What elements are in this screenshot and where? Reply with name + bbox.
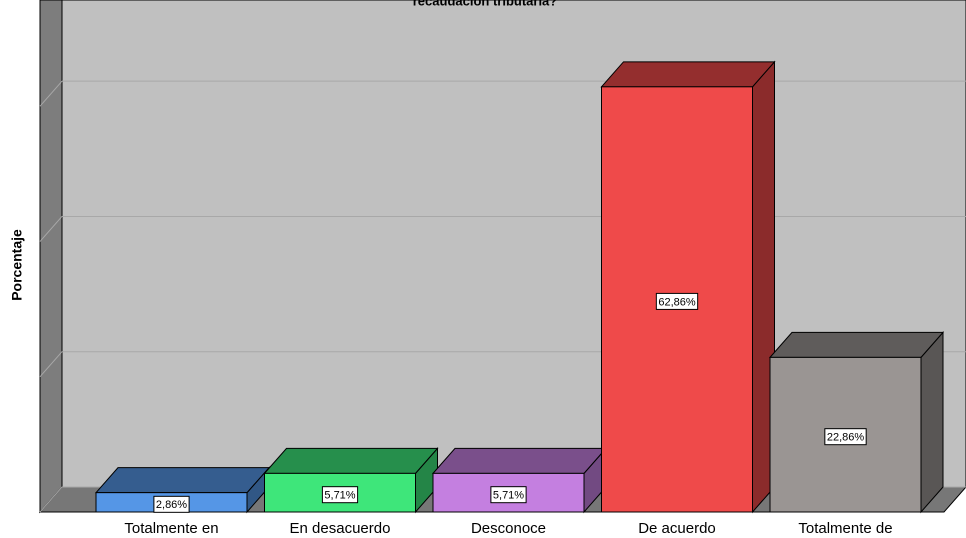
value-label-box (153, 495, 190, 513)
bar: 2,86% (94, 466, 271, 514)
x-tick-label: De acuerdo (638, 520, 716, 537)
bar-top (600, 61, 776, 88)
value-label-box (824, 428, 867, 446)
x-tick-label: Totalmente de (798, 520, 892, 537)
bar-side (920, 331, 944, 514)
bar-top (431, 447, 608, 474)
chart-title: recaudación tributaria? (413, 0, 558, 8)
value-label: 5,71% (493, 490, 524, 502)
value-label: 5,71% (324, 490, 355, 502)
value-label-box (321, 486, 359, 504)
x-tick-label: Totalmente en (124, 520, 218, 537)
grid-line-wall (39, 351, 63, 378)
bar: 5,71% (263, 447, 439, 514)
value-label: 2,86% (156, 499, 187, 511)
bar: 5,71% (431, 447, 608, 514)
grid-line-wall (39, 216, 63, 242)
x-tick-label: En desacuerdo (290, 520, 391, 537)
grid-line-wall (39, 80, 63, 107)
grid-line-wall (39, 486, 63, 513)
bar: 62,86% (600, 60, 776, 514)
bar-top (94, 467, 271, 494)
x-tick-label: Desconoce (471, 520, 546, 537)
bar: 22,86% (768, 331, 945, 514)
bar-top (768, 331, 945, 358)
value-label-box (655, 292, 699, 310)
value-label-box (490, 486, 527, 504)
value-label: 22,86% (827, 432, 865, 444)
value-label: 62,86% (658, 296, 696, 308)
left-wall (39, 0, 63, 514)
y-axis-label: Porcentaje (9, 229, 25, 301)
bar-top (263, 447, 439, 474)
bars: 2,86% Totalmente en 5,71% En desacuerdo 5,71… (94, 60, 945, 537)
